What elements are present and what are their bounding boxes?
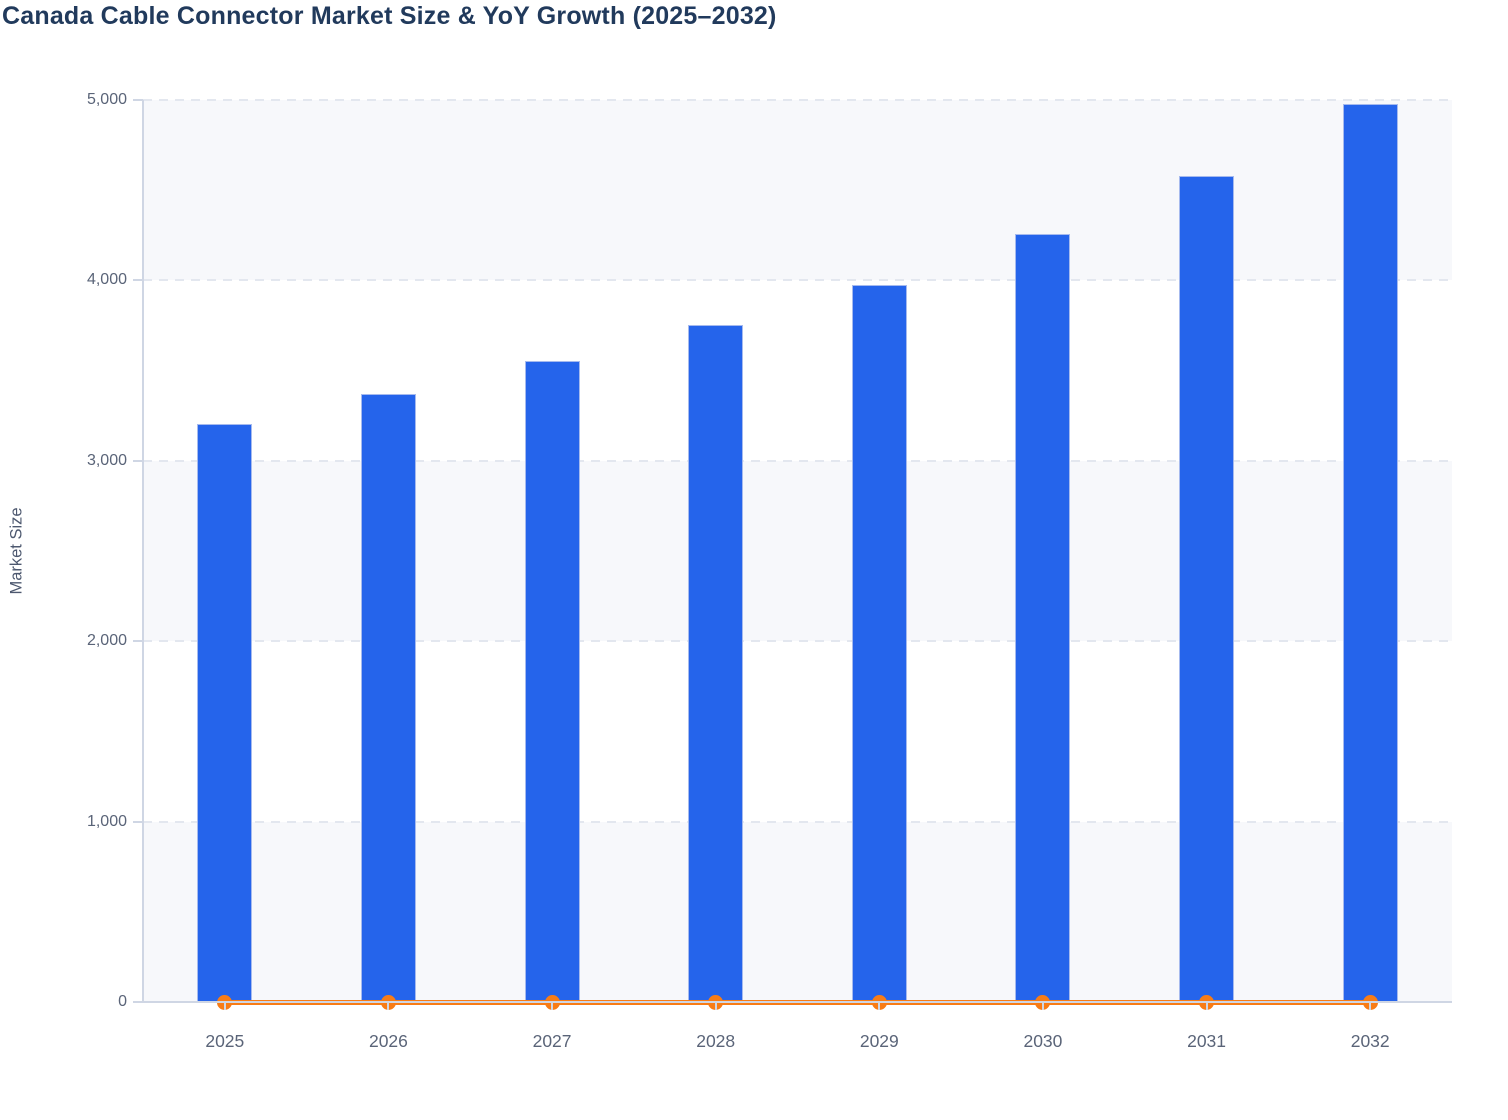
x-tick-label-2029: 2029 (859, 1031, 899, 1051)
grid-band (143, 100, 1452, 281)
chart-title: Canada Cable Connector Market Size & YoY… (2, 2, 777, 30)
y-tick-mark (133, 279, 143, 282)
grid-band (143, 280, 1452, 460)
y-tick-label-3000: 3,000 (86, 451, 127, 469)
grid-band (143, 460, 1452, 642)
x-tick-label-2028: 2028 (696, 1031, 736, 1051)
bar-2029[interactable] (851, 284, 907, 1002)
bar-2031[interactable] (1179, 175, 1235, 1002)
x-tick-label-2032: 2032 (1350, 1031, 1390, 1051)
x-tick-mark (223, 1002, 226, 1010)
y-tick-mark (133, 99, 143, 101)
x-tick-label-2025: 2025 (205, 1031, 245, 1051)
plot-area (143, 99, 1452, 1010)
y-tick-label-0: 0 (118, 993, 127, 1010)
grid-band (143, 821, 1452, 1002)
bar-2030[interactable] (1015, 234, 1071, 1002)
y-tick-mark (133, 640, 143, 643)
x-tick-mark (714, 1002, 717, 1010)
x-tick-mark (1369, 1002, 1372, 1010)
gridline-2000 (143, 640, 1452, 643)
gridline-4000 (143, 279, 1452, 282)
bar-2026[interactable] (360, 394, 416, 1002)
y-tick-mark (133, 459, 143, 462)
x-tick-mark (878, 1002, 881, 1010)
x-tick-mark (387, 1002, 390, 1010)
x-tick-label-2030: 2030 (1023, 1031, 1063, 1051)
grid-band (143, 641, 1452, 821)
bar-2032[interactable] (1342, 103, 1398, 1002)
y-tick-label-4000: 4,000 (86, 271, 127, 289)
gridline-1000 (143, 820, 1452, 823)
bar-2028[interactable] (688, 324, 744, 1002)
gridline-5000 (143, 99, 1452, 101)
y-tick-mark (133, 820, 143, 823)
y-axis-title: Market Size (7, 507, 26, 595)
gridline-3000 (143, 459, 1452, 462)
y-tick-label-1000: 1,000 (86, 812, 127, 830)
bar-2025[interactable] (197, 423, 253, 1002)
x-axis-line (133, 1001, 1452, 1003)
x-tick-label-2027: 2027 (532, 1031, 572, 1051)
bar-2027[interactable] (524, 360, 580, 1002)
x-tick-mark (1041, 1002, 1044, 1010)
x-tick-label-2031: 2031 (1187, 1031, 1227, 1051)
x-tick-label-2026: 2026 (368, 1031, 408, 1051)
y-axis-line (142, 100, 144, 1002)
x-tick-mark (551, 1002, 554, 1010)
x-tick-mark (1205, 1002, 1208, 1010)
y-tick-label-2000: 2,000 (86, 632, 127, 650)
y-tick-label-5000: 5,000 (86, 91, 127, 108)
